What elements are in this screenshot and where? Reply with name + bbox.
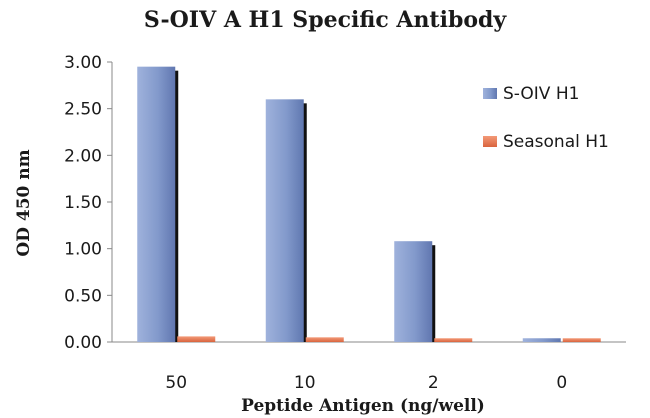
x-axis-title: Peptide Antigen (ng/well) bbox=[241, 396, 485, 416]
legend-swatch-soiv-h1 bbox=[483, 88, 497, 99]
bar-shadow bbox=[174, 70, 179, 343]
y-tick-label: 1.00 bbox=[64, 240, 102, 260]
legend: S-OIV H1 Seasonal H1 bbox=[483, 84, 609, 152]
bar-soiv-h1-10 bbox=[265, 99, 304, 342]
bar-shadow bbox=[302, 103, 307, 342]
bar-seasonal-h1-2 bbox=[434, 338, 473, 342]
y-axis-title: OD 450 nm bbox=[14, 149, 34, 256]
legend-swatch-seasonal-h1 bbox=[483, 136, 497, 147]
y-tick-labels: 0.00 0.50 1.00 1.50 2.00 2.50 3.00 bbox=[64, 53, 112, 353]
x-tick-label: 0 bbox=[556, 373, 567, 393]
bar-soiv-h1-2 bbox=[394, 241, 433, 342]
y-tick-label: 0.50 bbox=[64, 286, 102, 306]
x-tick-label: 2 bbox=[428, 373, 439, 393]
bar-seasonal-h1-0 bbox=[562, 338, 601, 342]
x-tick-label: 50 bbox=[165, 373, 187, 393]
legend-label-seasonal-h1: Seasonal H1 bbox=[503, 132, 609, 152]
y-tick-label: 2.50 bbox=[64, 100, 102, 120]
bar-seasonal-h1-50 bbox=[177, 336, 216, 342]
x-tick-labels: 50 10 2 0 bbox=[165, 373, 567, 393]
y-tick-label: 3.00 bbox=[64, 53, 102, 73]
bar-soiv-h1-50 bbox=[137, 66, 176, 343]
bar-soiv-h1-0 bbox=[522, 338, 561, 342]
y-tick-label: 2.00 bbox=[64, 146, 102, 166]
chart-title: S-OIV A H1 Specific Antibody bbox=[144, 7, 508, 33]
x-tick-label: 10 bbox=[294, 373, 316, 393]
legend-label-soiv-h1: S-OIV H1 bbox=[503, 84, 579, 104]
bar-seasonal-h1-10 bbox=[305, 337, 344, 342]
y-tick-label: 0.00 bbox=[64, 333, 102, 353]
bar-shadow bbox=[431, 245, 436, 342]
bars bbox=[137, 66, 601, 343]
y-tick-label: 1.50 bbox=[64, 193, 102, 213]
